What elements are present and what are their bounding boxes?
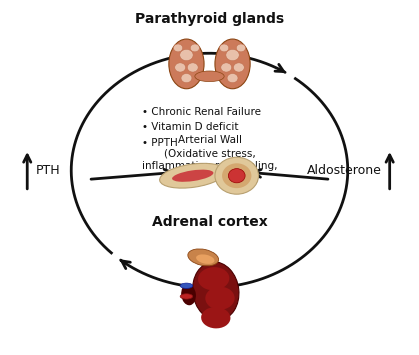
Circle shape [190, 44, 199, 52]
Circle shape [187, 63, 198, 72]
Circle shape [222, 163, 251, 188]
Ellipse shape [205, 286, 235, 310]
Ellipse shape [193, 262, 239, 320]
Text: Adrenal cortex: Adrenal cortex [152, 215, 267, 229]
Circle shape [221, 63, 232, 72]
Ellipse shape [180, 283, 193, 288]
Text: Parathyroid glands: Parathyroid glands [135, 12, 284, 26]
Circle shape [226, 49, 239, 61]
Ellipse shape [180, 294, 193, 299]
Ellipse shape [195, 71, 224, 82]
Ellipse shape [215, 39, 250, 89]
Circle shape [173, 44, 183, 52]
Ellipse shape [201, 307, 230, 328]
Circle shape [215, 157, 259, 194]
Circle shape [180, 49, 193, 61]
Ellipse shape [160, 163, 226, 188]
Circle shape [220, 44, 229, 52]
Circle shape [181, 73, 192, 83]
Text: Aldosterone: Aldosterone [306, 164, 381, 177]
Ellipse shape [172, 170, 213, 182]
Circle shape [175, 63, 186, 72]
Text: PTH: PTH [36, 164, 60, 177]
Ellipse shape [181, 284, 196, 305]
Ellipse shape [188, 249, 219, 266]
Circle shape [227, 73, 238, 83]
Ellipse shape [196, 255, 215, 264]
Text: • Chronic Renal Failure
• Vitamin D deficit
• PPTH: • Chronic Renal Failure • Vitamin D defi… [142, 106, 261, 148]
Ellipse shape [198, 267, 229, 290]
Text: Arterial Wall
(Oxidative stress,
inflammation,remodeling,
fibrosis, stiffening): Arterial Wall (Oxidative stress, inflamm… [142, 135, 277, 185]
Ellipse shape [169, 39, 204, 89]
Circle shape [233, 63, 244, 72]
Circle shape [236, 44, 246, 52]
Circle shape [228, 169, 245, 183]
